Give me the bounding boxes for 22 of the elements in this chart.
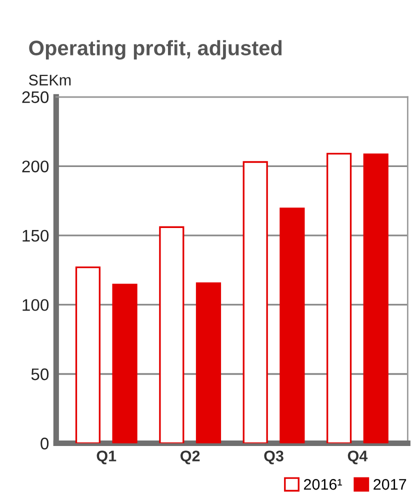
- y-tick-label: 50: [31, 368, 49, 380]
- y-tick-label: 0: [40, 438, 49, 450]
- bar: [280, 208, 305, 444]
- y-tick-label: 200: [22, 160, 49, 172]
- y-axis-title: SEKm: [28, 74, 71, 86]
- bar: [363, 154, 388, 444]
- bar: [159, 226, 184, 444]
- chart-title: Operating profit, adjusted: [29, 40, 282, 60]
- bar: [326, 152, 352, 444]
- x-tick-label: Q3: [264, 450, 284, 464]
- bar: [242, 161, 268, 444]
- bar: [196, 282, 222, 444]
- bar: [75, 266, 101, 444]
- x-tick-label: Q1: [96, 450, 116, 464]
- x-tick-label: Q4: [348, 450, 368, 464]
- bar: [112, 284, 138, 444]
- x-tick-label: Q2: [180, 450, 200, 464]
- legend-label: 2016¹: [304, 478, 342, 490]
- y-tick-label: 250: [22, 91, 49, 104]
- y-tick-label: 100: [22, 299, 49, 311]
- legend-label: 2017: [374, 478, 406, 490]
- y-tick-label: 150: [22, 230, 49, 242]
